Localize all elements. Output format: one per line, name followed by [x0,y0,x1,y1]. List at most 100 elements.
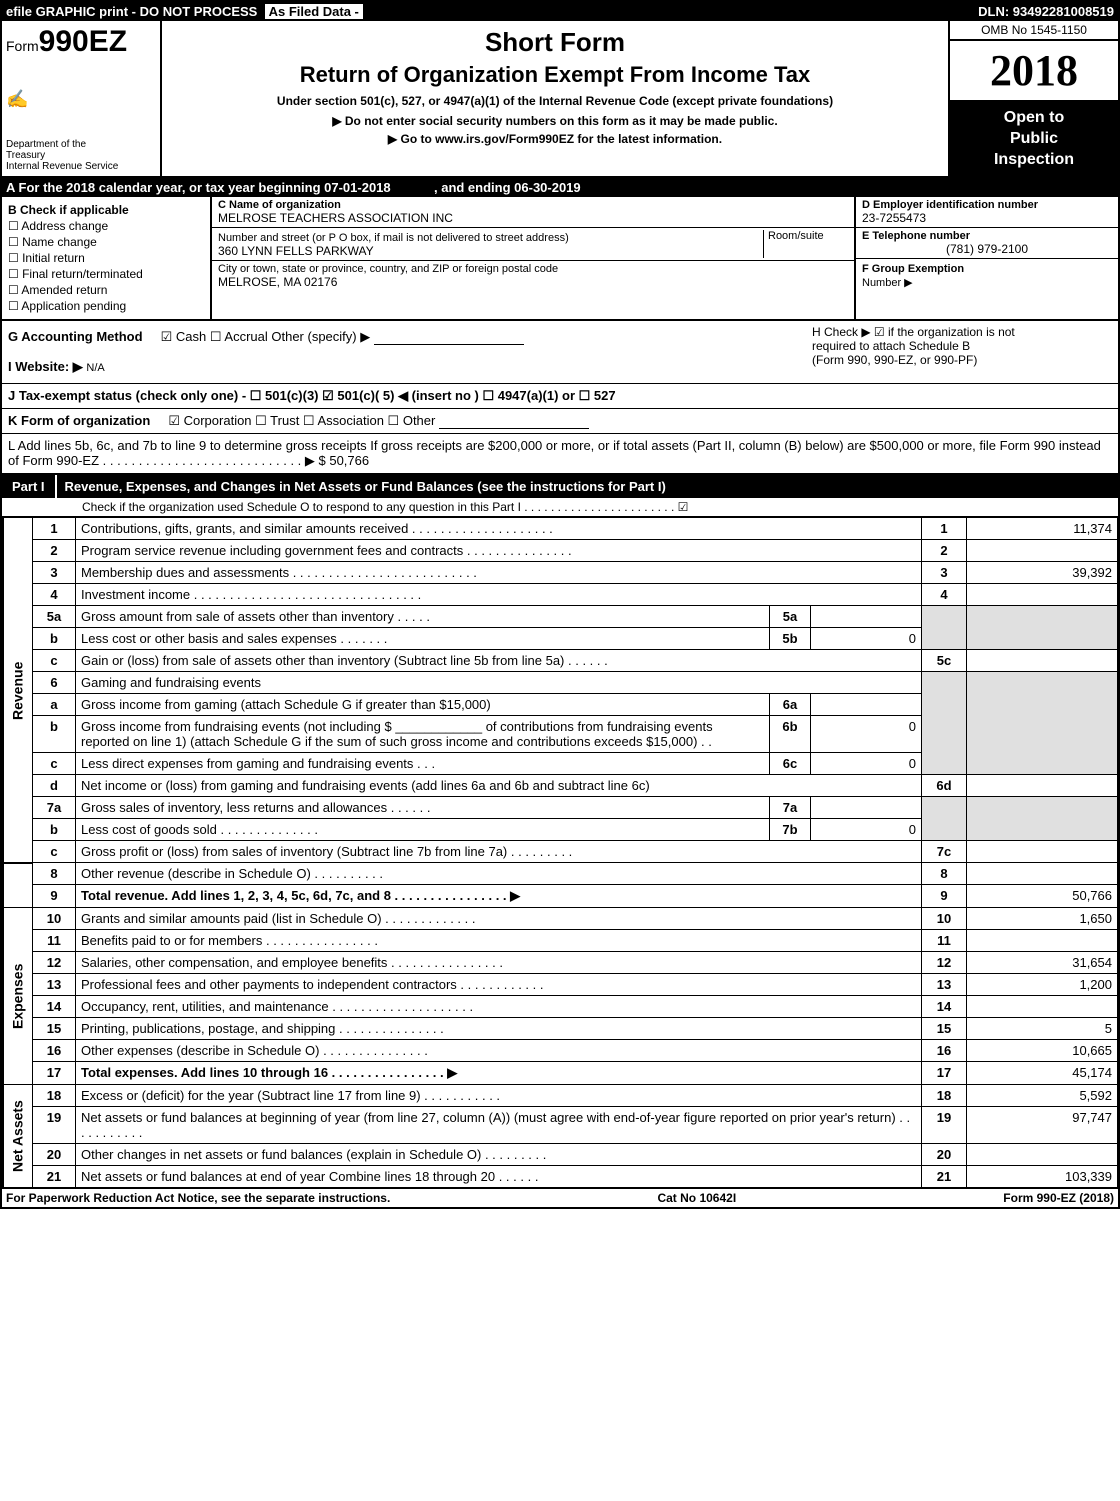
line-7c-ln: 7c [922,841,967,863]
line-14-num: 14 [33,996,76,1018]
line-6-num: 6 [33,672,76,694]
line-17-ln: 17 [922,1062,967,1085]
footer-right: Form 990-EZ (2018) [1003,1191,1114,1205]
short-form-title: Short Form [168,27,942,58]
line-8-num: 8 [33,863,76,885]
ein-value: 23-7255473 [862,211,1112,225]
line-20-desc: Other changes in net assets or fund bala… [76,1144,922,1166]
group-exemption-row: F Group Exemption Number ▶ [856,259,1118,291]
open-line-2: Public [954,129,1114,150]
address-value: 360 LYNN FELLS PARKWAY [218,244,374,258]
line-1-ln: 1 [922,518,967,540]
city-label: City or town, state or province, country… [218,263,848,275]
top-bar: efile GRAPHIC print - DO NOT PROCESS As … [2,2,1118,21]
form-number: Form990EZ [6,25,156,59]
tax-exempt-status[interactable]: J Tax-exempt status (check only one) - ☐… [8,388,616,403]
line-10-ln: 10 [922,908,967,930]
schedule-b-line3: (Form 990, 990-EZ, or 990-PF) [812,353,1112,367]
ein-row: D Employer identification number 23-7255… [856,197,1118,228]
org-form-other-blank[interactable] [439,428,589,429]
address-label: Number and street (or P O box, if mail i… [218,232,569,244]
group-exemption-label: F Group Exemption [862,263,964,275]
header-row: Form990EZ ✍ Department of the Treasury I… [2,21,1118,178]
line-15-ln: 15 [922,1018,967,1040]
line-16-num: 16 [33,1040,76,1062]
part-1-title: Revenue, Expenses, and Changes in Net As… [57,475,1118,498]
line-16-ln: 16 [922,1040,967,1062]
dept-line-2: Treasury [6,150,156,161]
header-center: Short Form Return of Organization Exempt… [162,21,948,176]
goto-url-note: ▶ Go to www.irs.gov/Form990EZ for the la… [168,132,942,146]
line-5a-desc: Gross amount from sale of assets other t… [76,606,770,628]
check-address-change[interactable]: ☐ Address change [8,219,204,233]
section-bcdef: B Check if applicable ☐ Address change ☐… [2,197,1118,321]
row-a-end: , and ending 06-30-2019 [434,180,581,195]
line-21-amount: 103,339 [967,1166,1118,1188]
line-6a-num: a [33,694,76,716]
line-9-amount: 50,766 [967,885,1118,908]
row-j-tax-exempt: J Tax-exempt status (check only one) - ☐… [2,384,1118,409]
line-12-ln: 12 [922,952,967,974]
line-2-desc: Program service revenue including govern… [76,540,922,562]
line-6c-num: c [33,753,76,775]
line-8-ln: 8 [922,863,967,885]
line-17-desc: Total expenses. Add lines 10 through 16 … [76,1062,922,1085]
line-5-shaded-amt [967,606,1118,650]
footer-left: For Paperwork Reduction Act Notice, see … [6,1191,390,1205]
line-5c-amount [967,650,1118,672]
org-name-row: C Name of organization MELROSE TEACHERS … [212,197,854,228]
line-6b-iv: 0 [811,716,922,753]
line-5b-desc: Less cost or other basis and sales expen… [76,628,770,650]
org-form-options[interactable]: ☑ Corporation ☐ Trust ☐ Association ☐ Ot… [168,413,435,428]
line-5c-num: c [33,650,76,672]
footer-row: For Paperwork Reduction Act Notice, see … [2,1188,1118,1207]
part-1-table: Revenue 1 Contributions, gifts, grants, … [2,517,1118,1188]
line-6-shaded-amt [967,672,1118,775]
form-number-big: 990EZ [39,25,127,58]
section-gh: G Accounting Method ☑ Cash ☐ Accrual Oth… [2,321,1118,384]
check-amended-return[interactable]: ☐ Amended return [8,283,204,297]
line-21-num: 21 [33,1166,76,1188]
group-exemption-number: Number ▶ [862,277,913,289]
side-expenses: Expenses [3,908,33,1085]
tax-year: 2018 [950,41,1118,102]
accounting-method-options[interactable]: ☑ Cash ☐ Accrual Other (specify) ▶ [161,329,371,344]
line-20-num: 20 [33,1144,76,1166]
line-4-ln: 4 [922,584,967,606]
line-7a-iv [811,797,922,819]
website-value: N/A [86,362,104,374]
line-2-amount [967,540,1118,562]
line-16-desc: Other expenses (describe in Schedule O) … [76,1040,922,1062]
col-cd: C Name of organization MELROSE TEACHERS … [212,197,1118,319]
line-17-amount: 45,174 [967,1062,1118,1085]
check-initial-return[interactable]: ☐ Initial return [8,251,204,265]
line-4-desc: Investment income . . . . . . . . . . . … [76,584,922,606]
gross-receipts-text: L Add lines 5b, 6c, and 7b to line 9 to … [8,438,1101,468]
line-4-amount [967,584,1118,606]
check-name-change[interactable]: ☐ Name change [8,235,204,249]
line-6d-num: d [33,775,76,797]
part-1-label: Part I [2,475,57,498]
accounting-other-blank[interactable] [374,344,524,345]
line-6c-iv: 0 [811,753,922,775]
top-bar-left: efile GRAPHIC print - DO NOT PROCESS As … [6,4,363,19]
line-4-num: 4 [33,584,76,606]
line-13-ln: 13 [922,974,967,996]
line-5b-in: 5b [770,628,811,650]
line-7-shaded [922,797,967,841]
line-2-num: 2 [33,540,76,562]
line-13-amount: 1,200 [967,974,1118,996]
line-6c-in: 6c [770,753,811,775]
schedule-b-line2: required to attach Schedule B [812,339,1112,353]
check-application-pending[interactable]: ☐ Application pending [8,299,204,313]
row-l-gross-receipts: L Add lines 5b, 6c, and 7b to line 9 to … [2,434,1118,475]
col-d: D Employer identification number 23-7255… [856,197,1118,319]
col-h-schedule-b: H Check ▶ ☑ if the organization is not r… [806,321,1118,383]
line-7-shaded-amt [967,797,1118,841]
line-7b-in: 7b [770,819,811,841]
line-7c-amount [967,841,1118,863]
line-6b-num: b [33,716,76,753]
line-3-ln: 3 [922,562,967,584]
check-final-return[interactable]: ☐ Final return/terminated [8,267,204,281]
row-a-begin: A For the 2018 calendar year, or tax yea… [6,180,391,195]
